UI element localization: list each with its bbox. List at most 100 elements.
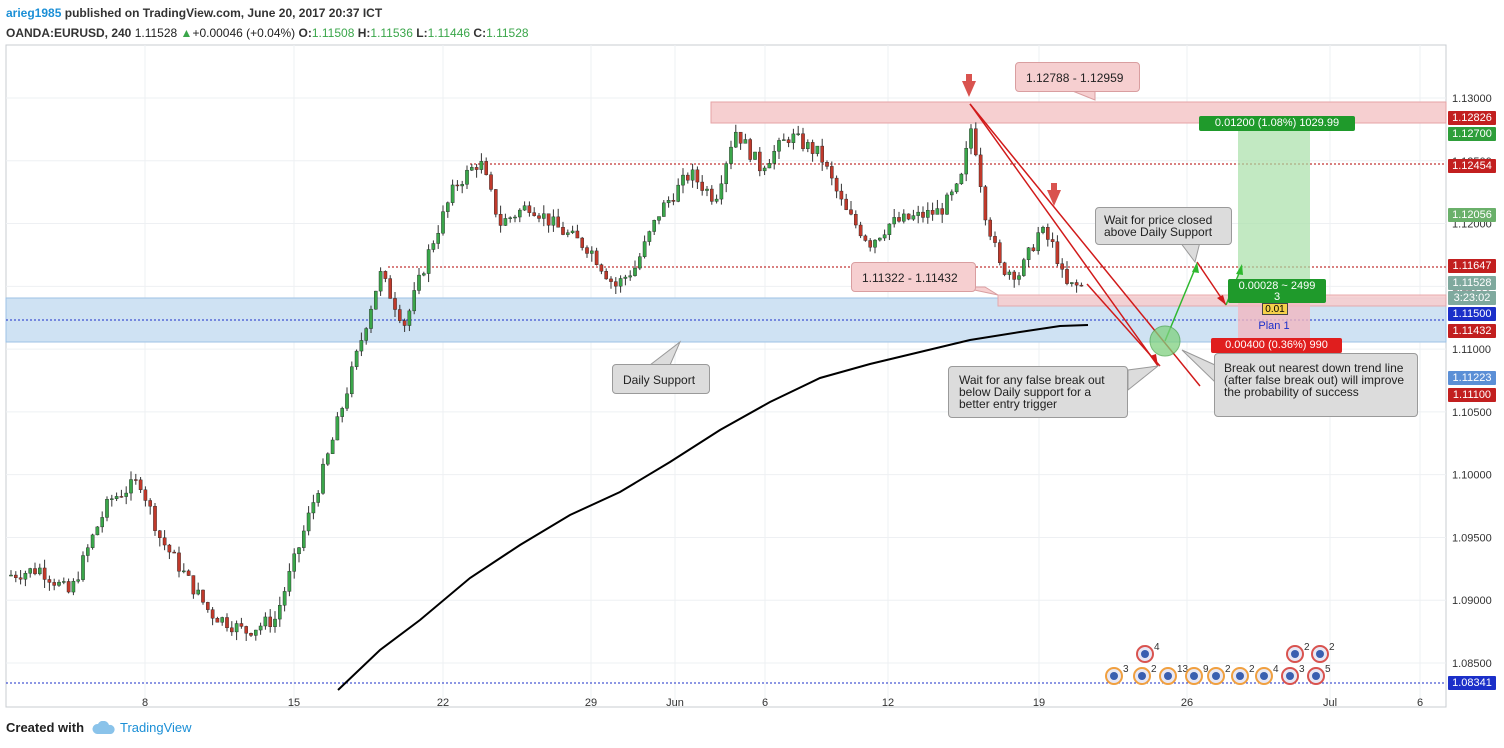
candle [321, 458, 325, 495]
trend-arrow-head [1150, 354, 1158, 366]
candle [1007, 269, 1012, 280]
candle [378, 267, 383, 296]
y-tick-label: 1.10500 [1452, 407, 1492, 419]
candle [734, 124, 738, 148]
candle [1022, 257, 1026, 277]
x-tick-label: 22 [437, 697, 449, 709]
plan-label: Plan 1 [1258, 320, 1290, 332]
candle [542, 205, 546, 227]
candle [273, 611, 277, 633]
axes: 8152229Jun6121926Jul61.130001.125001.120… [142, 93, 1492, 709]
candle [229, 621, 234, 636]
candle [85, 544, 90, 563]
event-flag-icon: 13 [1159, 664, 1189, 685]
tradingview-brand[interactable]: TradingView [120, 720, 192, 735]
candle [978, 147, 983, 193]
candle [138, 477, 143, 493]
price-axis-label: 1.12056 [1448, 208, 1496, 222]
price-change: +0.00046 (+0.04%) [192, 26, 296, 40]
candle [220, 616, 225, 626]
candle [460, 180, 465, 194]
high-value: 1.11536 [370, 26, 413, 40]
candle [335, 412, 340, 441]
candle [374, 290, 378, 310]
event-flag-icon: 2 [1311, 642, 1335, 663]
candle [988, 217, 992, 241]
candle [532, 207, 536, 217]
candle [926, 202, 930, 224]
svg-text:3: 3 [1123, 664, 1129, 675]
candle [959, 172, 964, 185]
candle [129, 471, 133, 501]
candle [465, 165, 469, 189]
candle [868, 238, 872, 252]
candle [719, 175, 724, 205]
candle [585, 245, 589, 258]
candle [426, 244, 431, 283]
candle [1012, 269, 1016, 288]
candle [714, 194, 719, 204]
candle [268, 609, 273, 633]
candle [148, 498, 153, 515]
candle [815, 145, 820, 157]
candle [345, 387, 349, 412]
candle [566, 229, 570, 238]
candle [484, 157, 489, 176]
candle [364, 327, 369, 345]
candle [647, 230, 652, 246]
candle [181, 563, 186, 574]
candle [278, 596, 282, 627]
candle [863, 234, 868, 242]
candle [350, 361, 354, 398]
candle [9, 570, 13, 577]
candle [906, 213, 911, 221]
candle [729, 140, 733, 170]
candle [892, 208, 896, 228]
candle [191, 575, 196, 599]
candle [109, 494, 114, 507]
candle [340, 406, 345, 423]
top-zone-callout: 1.12788 - 1.12959 [1015, 62, 1140, 92]
candle [652, 219, 656, 236]
candle [623, 274, 628, 286]
daily-support-callout: Daily Support [612, 364, 710, 394]
candle [412, 282, 417, 315]
event-flag-icon: 2 [1207, 664, 1231, 685]
candle [162, 530, 167, 551]
price-axis-label: 1.12700 [1448, 127, 1496, 141]
entry-label: 0.00028 ~ 2499 3 [1228, 279, 1326, 303]
candle [810, 139, 815, 162]
target-label: 0.01200 (1.08%) 1029.99 [1199, 116, 1355, 131]
candle [518, 208, 522, 223]
event-flag-icon: 2 [1286, 642, 1310, 663]
candle [777, 137, 781, 159]
candle [551, 209, 556, 232]
candle [902, 209, 906, 224]
candle [1079, 282, 1084, 287]
author-name[interactable]: arieg1985 [6, 6, 62, 20]
candle [513, 214, 517, 223]
candle [609, 276, 613, 289]
trend-line-3 [1086, 283, 1161, 367]
symbol-label[interactable]: OANDA:EURUSD, 240 [6, 26, 132, 40]
wait-false-callout: Wait for any false break out below Daily… [948, 366, 1128, 418]
candle [143, 486, 148, 507]
candle [239, 617, 244, 629]
candle [196, 582, 201, 596]
candle [1050, 232, 1055, 248]
low-value: 1.11446 [427, 26, 471, 40]
candle [1041, 225, 1045, 235]
candle [969, 124, 973, 155]
candle [748, 137, 752, 163]
candle [974, 122, 978, 157]
path-up-arrow [1192, 262, 1199, 273]
candle [436, 225, 441, 249]
event-flag-icon: 5 [1307, 664, 1331, 685]
candle [489, 171, 493, 192]
candle [950, 189, 954, 201]
candle [666, 196, 671, 208]
candle [604, 268, 608, 280]
candle [498, 205, 503, 233]
candle [940, 202, 944, 223]
